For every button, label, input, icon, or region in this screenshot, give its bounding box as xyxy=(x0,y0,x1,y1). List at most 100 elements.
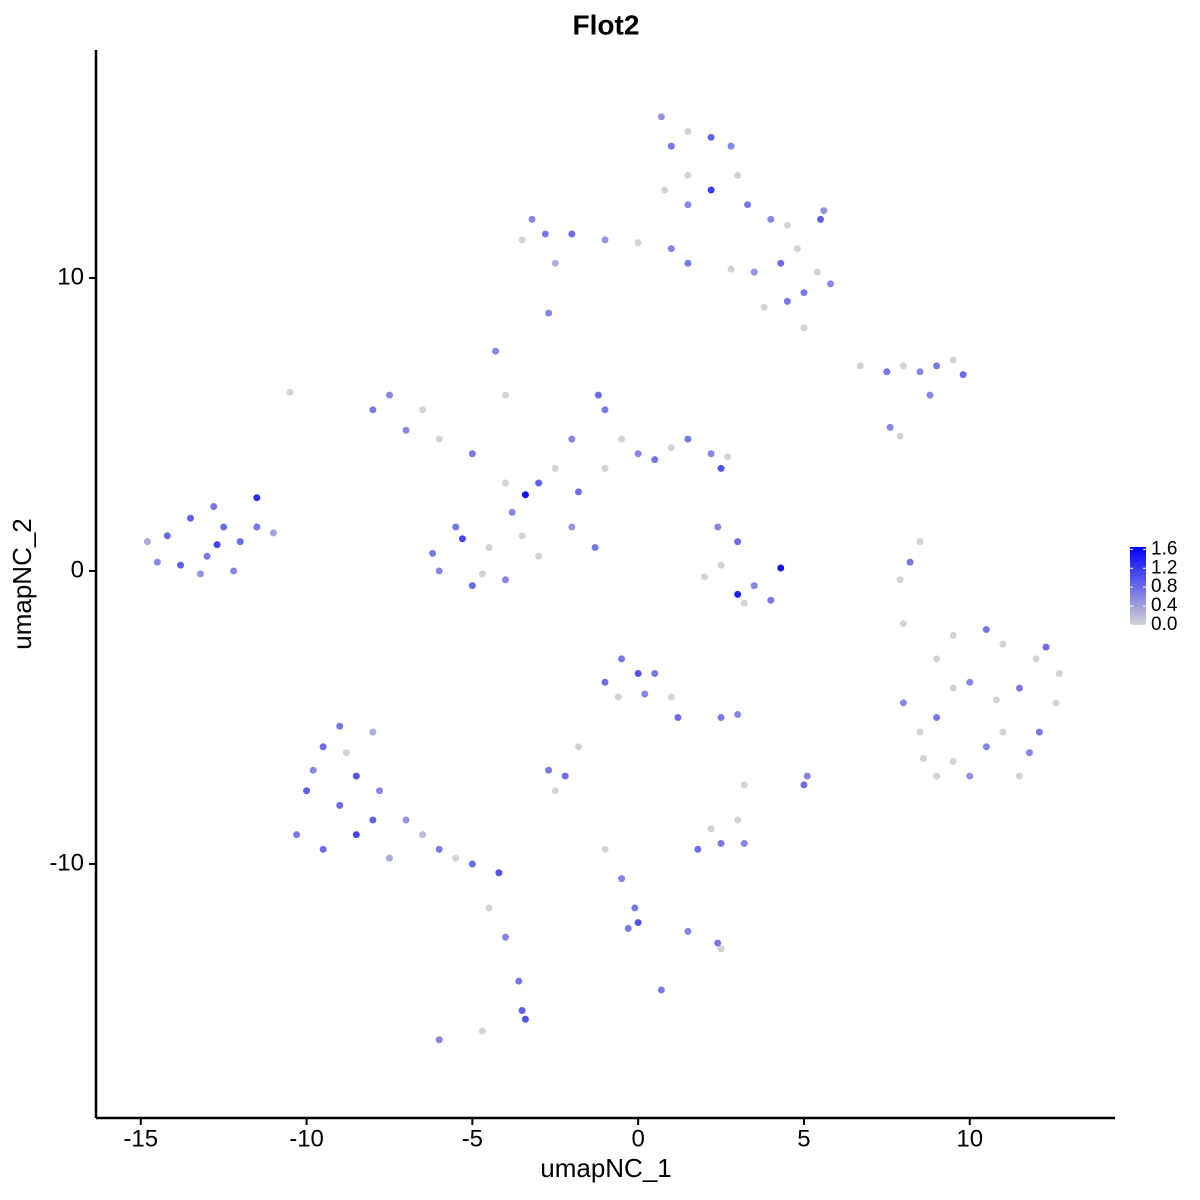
point xyxy=(959,371,967,379)
point xyxy=(502,933,510,941)
point xyxy=(717,561,725,569)
colorbar-tick-label: 0.8 xyxy=(1151,576,1177,597)
point xyxy=(1035,728,1043,736)
point xyxy=(634,670,642,678)
point xyxy=(856,362,864,370)
colorbar-tick-label: 1.2 xyxy=(1151,557,1177,578)
point xyxy=(899,699,907,707)
point xyxy=(727,142,735,150)
point xyxy=(336,801,344,809)
point xyxy=(342,749,350,757)
x-tick-label: 0 xyxy=(631,1125,644,1152)
point xyxy=(478,570,486,578)
point xyxy=(545,766,553,774)
point xyxy=(419,831,427,839)
point xyxy=(667,444,675,452)
point xyxy=(402,816,410,824)
point xyxy=(163,532,171,540)
point xyxy=(293,831,301,839)
point xyxy=(230,567,238,575)
y-tick-label: -10 xyxy=(49,849,84,876)
point xyxy=(435,1036,443,1044)
point xyxy=(933,772,941,780)
point xyxy=(385,854,393,862)
colorbar xyxy=(1130,547,1146,625)
point xyxy=(1055,670,1063,678)
point xyxy=(1042,643,1050,651)
point xyxy=(286,388,294,396)
point xyxy=(982,626,990,634)
point xyxy=(196,570,204,578)
point xyxy=(634,450,642,458)
point xyxy=(949,757,957,765)
point xyxy=(651,670,659,678)
point xyxy=(817,215,825,223)
point xyxy=(319,743,327,751)
point xyxy=(518,236,526,244)
point xyxy=(518,532,526,540)
point xyxy=(624,924,632,932)
point xyxy=(949,684,957,692)
point xyxy=(634,919,642,927)
point xyxy=(1032,655,1040,663)
point xyxy=(727,265,735,273)
point xyxy=(502,576,510,584)
point xyxy=(707,825,715,833)
colorbar-tick-label: 0.4 xyxy=(1151,595,1178,616)
point xyxy=(896,576,904,584)
point xyxy=(535,552,543,560)
point xyxy=(1015,772,1023,780)
point xyxy=(518,1006,526,1014)
point xyxy=(369,816,377,824)
point xyxy=(694,845,702,853)
point xyxy=(717,713,725,721)
point xyxy=(966,678,974,686)
point xyxy=(601,236,609,244)
point xyxy=(826,280,834,288)
point xyxy=(641,690,649,698)
point xyxy=(568,435,576,443)
point xyxy=(906,558,914,566)
point xyxy=(933,362,941,370)
point xyxy=(452,854,460,862)
point xyxy=(674,713,682,721)
point xyxy=(435,435,443,443)
point xyxy=(916,728,924,736)
colorbar-tick-label: 0.0 xyxy=(1151,614,1177,635)
point xyxy=(528,215,536,223)
point xyxy=(153,558,161,566)
point xyxy=(684,127,692,135)
point xyxy=(820,207,828,215)
point xyxy=(896,432,904,440)
point xyxy=(919,754,927,762)
point xyxy=(429,549,437,557)
point xyxy=(734,590,742,598)
point xyxy=(402,426,410,434)
point xyxy=(717,839,725,847)
point xyxy=(999,728,1007,736)
point xyxy=(777,259,785,267)
point xyxy=(684,259,692,267)
point xyxy=(614,693,622,701)
point xyxy=(303,787,311,795)
point xyxy=(1025,749,1033,757)
point xyxy=(468,860,476,868)
point xyxy=(618,655,626,663)
point xyxy=(717,464,725,472)
point xyxy=(631,904,639,912)
point xyxy=(744,201,752,209)
point xyxy=(319,845,327,853)
point xyxy=(369,406,377,414)
point xyxy=(1052,699,1060,707)
point xyxy=(485,544,493,552)
point xyxy=(992,696,1000,704)
point xyxy=(707,133,715,141)
point xyxy=(813,268,821,276)
point xyxy=(657,986,665,994)
point xyxy=(916,538,924,546)
point xyxy=(933,655,941,663)
point xyxy=(966,772,974,780)
point xyxy=(734,171,742,179)
point xyxy=(760,303,768,311)
